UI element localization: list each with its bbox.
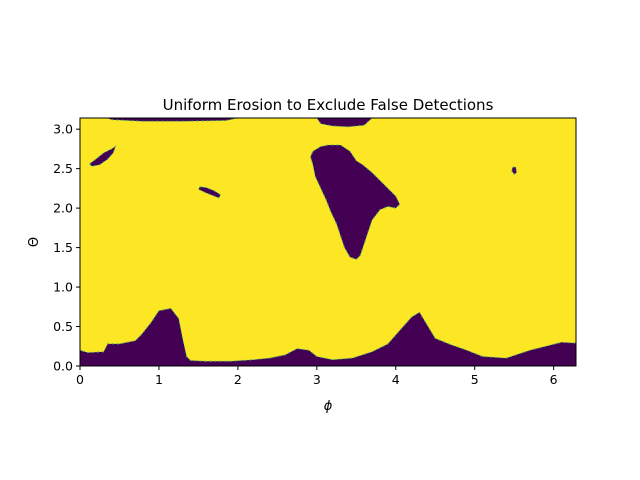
region-top-center-strip: [316, 118, 373, 128]
heatmap-regions: [80, 118, 576, 366]
y-tick-label: 2.5: [53, 161, 73, 176]
x-tick-label: 0: [76, 372, 84, 387]
x-tick-label: 5: [471, 372, 479, 387]
x-tick-label: 2: [234, 372, 242, 387]
region-left-blob: [88, 145, 117, 167]
axes-frame: [79, 117, 577, 367]
region-top-strip: [107, 118, 239, 122]
region-central-blob: [309, 144, 401, 260]
x-tick-label: 6: [550, 372, 558, 387]
x-tick-label: 4: [392, 372, 400, 387]
y-tick-label: 1.0: [53, 280, 73, 295]
y-tick-label: 0.5: [53, 319, 73, 334]
y-axis-label: Θ: [27, 237, 42, 247]
region-mid-left-blob: [197, 186, 222, 199]
y-tick-label: 3.0: [53, 122, 73, 137]
x-axis-label: ϕ: [324, 399, 333, 414]
plot-area: [79, 117, 577, 367]
y-tick-label: 1.5: [53, 240, 73, 255]
y-tick-label: 0.0: [53, 359, 73, 374]
region-right-dot: [511, 166, 518, 175]
y-tick-label: 2.0: [53, 201, 73, 216]
x-tick-label: 1: [155, 372, 163, 387]
x-tick-label: 3: [313, 372, 321, 387]
y-axis: 0.0 0.5 1.0 1.5 2.0 2.5 3.0: [53, 122, 80, 374]
x-axis: 0 1 2 3 4 5 6: [76, 366, 558, 387]
chart-title: Uniform Erosion to Exclude False Detecti…: [163, 96, 494, 114]
region-bottom-band: [80, 307, 576, 366]
